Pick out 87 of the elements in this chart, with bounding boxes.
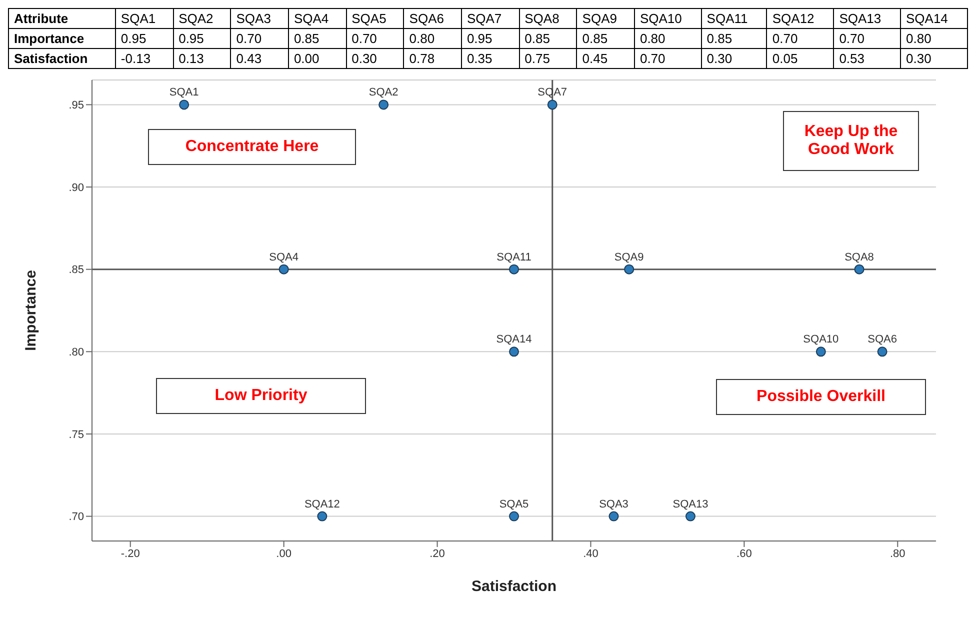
x-axis-title: Satisfaction bbox=[471, 578, 557, 595]
point bbox=[816, 346, 826, 357]
data-label: 0.75 bbox=[519, 48, 577, 68]
x-tick-label: SQA9 bbox=[576, 8, 634, 28]
annotation: SQA9 bbox=[614, 251, 644, 264]
data-label: 0.85 bbox=[519, 28, 577, 48]
x-tick-label: SQA13 bbox=[834, 8, 900, 28]
x-tick-label: -.20 bbox=[120, 548, 140, 560]
data-label: 0.80 bbox=[900, 28, 968, 48]
annotation: SQA14 bbox=[496, 334, 532, 346]
x-tick-label: SQA12 bbox=[766, 8, 834, 28]
point bbox=[509, 511, 519, 522]
data-label: 0.45 bbox=[576, 48, 634, 68]
point bbox=[509, 346, 519, 357]
data-label: -0.13 bbox=[115, 48, 174, 68]
y-tick-label: .95 bbox=[68, 100, 84, 112]
y-axis-title: Attribute bbox=[8, 8, 116, 28]
x-tick-label: .60 bbox=[736, 548, 752, 560]
annotation: SQA3 bbox=[599, 498, 628, 510]
data-label: 0.95 bbox=[461, 28, 520, 48]
x-tick-label: SQA11 bbox=[701, 8, 767, 28]
point bbox=[624, 264, 634, 274]
y-tick-label: .90 bbox=[68, 182, 84, 194]
data-label: 0.13 bbox=[173, 48, 231, 68]
x-tick-label: SQA1 bbox=[115, 8, 174, 28]
annotation: Low Priority bbox=[156, 378, 366, 414]
data-label: 0.35 bbox=[461, 48, 520, 68]
annotation: SQA8 bbox=[844, 251, 874, 264]
data-label: 0.95 bbox=[173, 28, 231, 48]
annotation: SQA6 bbox=[868, 334, 897, 346]
data-label: 0.53 bbox=[834, 48, 900, 68]
x-tick-label: SQA4 bbox=[288, 8, 346, 28]
point bbox=[179, 100, 190, 110]
data-label: 0.00 bbox=[288, 48, 346, 68]
data-label: 0.80 bbox=[634, 28, 702, 48]
data-label: 0.70 bbox=[634, 48, 702, 68]
x-tick-label: SQA7 bbox=[461, 8, 520, 28]
y-tick-label: .85 bbox=[68, 264, 84, 276]
point bbox=[278, 264, 289, 274]
data-label: 0.43 bbox=[230, 48, 288, 68]
data-label: 0.78 bbox=[404, 48, 462, 68]
x-tick-label: SQA2 bbox=[173, 8, 231, 28]
x-tick-label: .00 bbox=[276, 548, 292, 560]
annotation: SQA10 bbox=[803, 334, 839, 346]
x-tick-label: SQA6 bbox=[404, 8, 462, 28]
annotation: Concentrate Here bbox=[148, 129, 356, 165]
x-tick-label: .20 bbox=[430, 548, 445, 560]
x-tick-label: .80 bbox=[890, 548, 906, 560]
annotation: SQA11 bbox=[496, 251, 532, 264]
x-tick-label: SQA3 bbox=[230, 8, 288, 28]
data-label: 0.05 bbox=[766, 48, 834, 68]
data-label: 0.85 bbox=[576, 28, 634, 48]
annotation: SQA1 bbox=[169, 86, 199, 99]
data-label: 0.85 bbox=[288, 28, 346, 48]
x-tick-label: SQA5 bbox=[346, 8, 404, 28]
annotation: SQA12 bbox=[304, 498, 340, 510]
annotation: SQA13 bbox=[672, 498, 708, 510]
data-label: 0.30 bbox=[346, 48, 404, 68]
point bbox=[608, 511, 619, 522]
y-tick-label: .70 bbox=[68, 511, 84, 524]
data-label: 0.30 bbox=[900, 48, 968, 68]
x-tick-label: .40 bbox=[583, 548, 598, 560]
data-label: 0.70 bbox=[346, 28, 404, 48]
data-label: 0.70 bbox=[834, 28, 900, 48]
point bbox=[378, 100, 389, 110]
data-label: 0.70 bbox=[766, 28, 834, 48]
data-label: 0.30 bbox=[701, 48, 767, 68]
point bbox=[854, 264, 864, 274]
annotation: SQA4 bbox=[269, 251, 298, 264]
annotation: SQA5 bbox=[499, 498, 529, 510]
data-label: 0.70 bbox=[230, 28, 288, 48]
y-tick-label: .75 bbox=[68, 428, 84, 441]
x-tick-label: SQA10 bbox=[634, 8, 702, 28]
x-tick-label: SQA8 bbox=[519, 8, 577, 28]
point bbox=[877, 346, 888, 357]
data-label: 0.80 bbox=[404, 28, 462, 48]
point bbox=[509, 264, 519, 274]
x-tick-label: SQA14 bbox=[900, 8, 968, 28]
annotation: SQA2 bbox=[368, 86, 398, 99]
annotation: Possible Overkill bbox=[716, 379, 926, 415]
data-label: 0.85 bbox=[701, 28, 767, 48]
y-tick-label: .80 bbox=[68, 346, 84, 359]
point bbox=[685, 511, 696, 522]
point bbox=[317, 511, 328, 522]
point bbox=[547, 100, 558, 110]
data-label: 0.95 bbox=[115, 28, 174, 48]
annotation: Keep Up the Good Work bbox=[783, 111, 919, 171]
